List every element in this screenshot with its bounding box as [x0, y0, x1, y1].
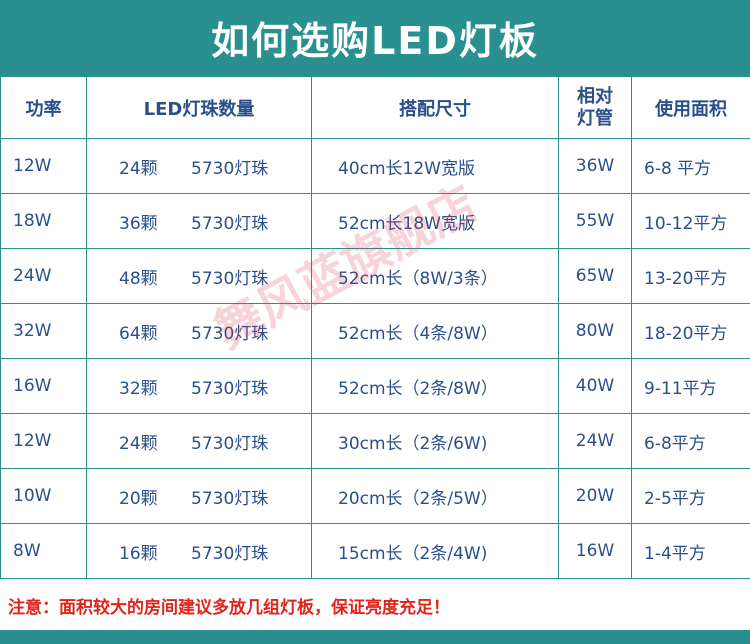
bottom-bar — [0, 630, 750, 644]
cell-led-count: 64颗 — [119, 323, 158, 344]
page-title: 如何选购LED灯板 — [211, 18, 539, 63]
cell-led-chip: 5730灯珠 — [191, 378, 269, 399]
cell-area: 1-4平方 — [631, 523, 750, 579]
spec-table: 功率 LED灯珠数量 搭配尺寸 相对 灯管 使用面积 12W 24颗 5730灯珠… — [0, 76, 750, 579]
cell-power: 18W — [0, 193, 87, 249]
table-row: 18W 36颗 5730灯珠 52cm长18W宽版 55W 10-12平方 — [0, 193, 750, 249]
cell-led: 20颗 5730灯珠 — [86, 468, 312, 524]
table-row: 10W 20颗 5730灯珠 20cm长（2条/5W） 20W 2-5平方 — [0, 468, 750, 524]
cell-led-count: 36颗 — [119, 213, 158, 234]
cell-area: 6-8平方 — [631, 413, 750, 469]
header-power: 功率 — [0, 76, 87, 139]
cell-led-chip: 5730灯珠 — [191, 323, 269, 344]
cell-size: 52cm长（4条/8W） — [311, 303, 559, 359]
table-row: 12W 24颗 5730灯珠 40cm长12W宽版 36W 6-8 平方 — [0, 138, 750, 194]
cell-lamp: 36W — [558, 138, 632, 194]
cell-lamp: 40W — [558, 358, 632, 414]
cell-area: 9-11平方 — [631, 358, 750, 414]
table-header-row: 功率 LED灯珠数量 搭配尺寸 相对 灯管 使用面积 — [0, 76, 750, 139]
cell-led: 24颗 5730灯珠 — [86, 138, 312, 194]
cell-lamp: 80W — [558, 303, 632, 359]
cell-led-count: 48颗 — [119, 268, 158, 289]
cell-size: 20cm长（2条/5W） — [311, 468, 559, 524]
cell-led-chip: 5730灯珠 — [191, 158, 269, 179]
cell-led: 48颗 5730灯珠 — [86, 248, 312, 304]
cell-led-count: 16颗 — [119, 543, 158, 564]
cell-power: 16W — [0, 358, 87, 414]
table-row: 32W 64颗 5730灯珠 52cm长（4条/8W） 80W 18-20平方 — [0, 303, 750, 359]
header-size: 搭配尺寸 — [311, 76, 559, 139]
cell-power: 12W — [0, 138, 87, 194]
cell-power: 12W — [0, 413, 87, 469]
spec-table-container: 功率 LED灯珠数量 搭配尺寸 相对 灯管 使用面积 12W 24颗 5730灯珠… — [0, 74, 750, 580]
cell-led: 16颗 5730灯珠 — [86, 523, 312, 579]
cell-led-count: 24颗 — [119, 158, 158, 179]
cell-led-chip: 5730灯珠 — [191, 488, 269, 509]
cell-power: 32W — [0, 303, 87, 359]
cell-led: 24颗 5730灯珠 — [86, 413, 312, 469]
note-bar: 注意：面积较大的房间建议多放几组灯板，保证亮度充足！ — [0, 580, 750, 630]
header-lamp: 相对 灯管 — [558, 76, 632, 139]
cell-led-count: 24颗 — [119, 433, 158, 454]
cell-led-chip: 5730灯珠 — [191, 213, 269, 234]
cell-led-count: 32颗 — [119, 378, 158, 399]
cell-led: 32颗 5730灯珠 — [86, 358, 312, 414]
header-area: 使用面积 — [631, 76, 750, 139]
header-led-count: LED灯珠数量 — [86, 76, 312, 139]
cell-size: 15cm长（2条/4W) — [311, 523, 559, 579]
cell-led: 36颗 5730灯珠 — [86, 193, 312, 249]
title-banner: 如何选购LED灯板 — [0, 0, 750, 74]
cell-lamp: 20W — [558, 468, 632, 524]
cell-area: 13-20平方 — [631, 248, 750, 304]
table-row: 24W 48颗 5730灯珠 52cm长（8W/3条） 65W 13-20平方 — [0, 248, 750, 304]
header-lamp-line1: 相对 — [577, 85, 613, 107]
cell-lamp: 16W — [558, 523, 632, 579]
cell-size: 30cm长（2条/6W) — [311, 413, 559, 469]
cell-size: 52cm长（2条/8W） — [311, 358, 559, 414]
cell-size: 40cm长12W宽版 — [311, 138, 559, 194]
cell-led-chip: 5730灯珠 — [191, 543, 269, 564]
cell-power: 24W — [0, 248, 87, 304]
table-row: 12W 24颗 5730灯珠 30cm长（2条/6W) 24W 6-8平方 — [0, 413, 750, 469]
cell-led: 64颗 5730灯珠 — [86, 303, 312, 359]
cell-area: 18-20平方 — [631, 303, 750, 359]
cell-area: 10-12平方 — [631, 193, 750, 249]
cell-led-count: 20颗 — [119, 488, 158, 509]
cell-area: 6-8 平方 — [631, 138, 750, 194]
cell-size: 52cm长（8W/3条） — [311, 248, 559, 304]
cell-size: 52cm长18W宽版 — [311, 193, 559, 249]
note-text: 注意：面积较大的房间建议多放几组灯板，保证亮度充足！ — [8, 597, 450, 618]
cell-power: 8W — [0, 523, 87, 579]
table-row: 8W 16颗 5730灯珠 15cm长（2条/4W) 16W 1-4平方 — [0, 523, 750, 579]
cell-lamp: 65W — [558, 248, 632, 304]
cell-lamp: 24W — [558, 413, 632, 469]
header-lamp-line2: 灯管 — [577, 107, 613, 129]
cell-area: 2-5平方 — [631, 468, 750, 524]
table-row: 16W 32颗 5730灯珠 52cm长（2条/8W） 40W 9-11平方 — [0, 358, 750, 414]
cell-lamp: 55W — [558, 193, 632, 249]
cell-power: 10W — [0, 468, 87, 524]
cell-led-chip: 5730灯珠 — [191, 268, 269, 289]
cell-led-chip: 5730灯珠 — [191, 433, 269, 454]
